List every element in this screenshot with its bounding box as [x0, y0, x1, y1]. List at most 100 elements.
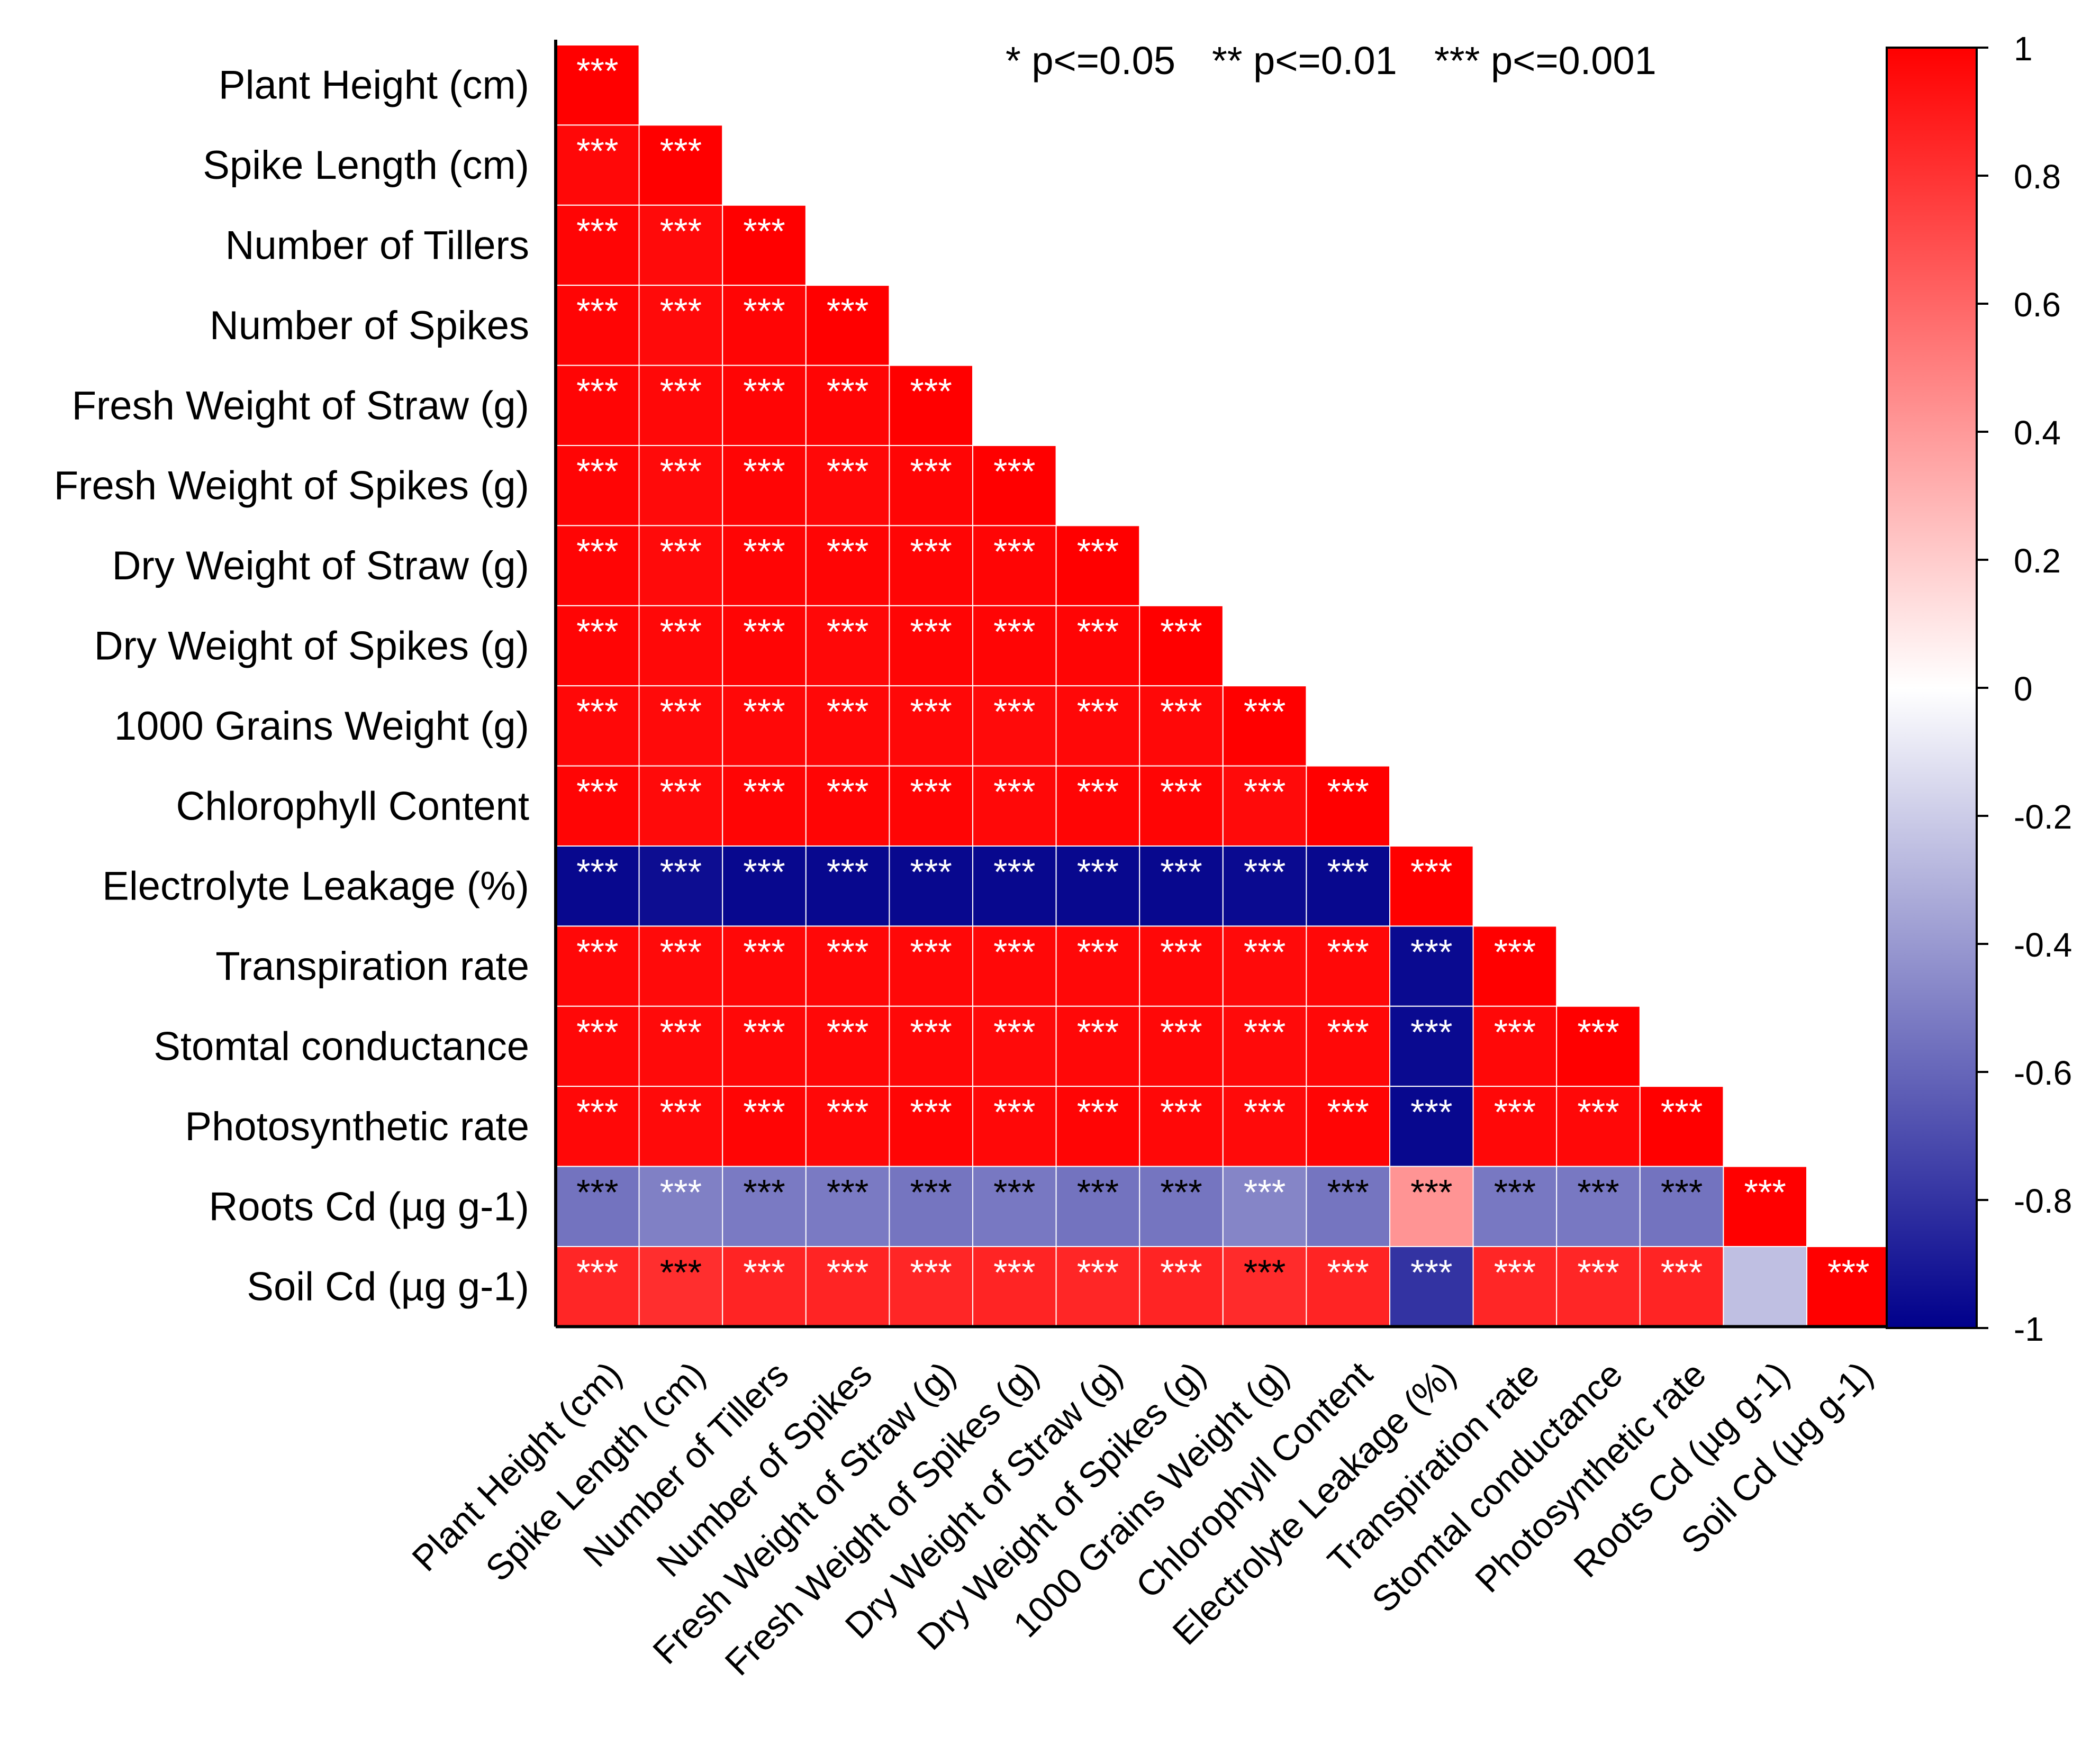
significance-mark: ***	[1410, 1252, 1452, 1293]
significance-mark: ***	[1160, 612, 1202, 652]
heatmap-cell	[722, 765, 807, 847]
heatmap-cell	[1139, 765, 1224, 847]
significance-mark: ***	[993, 451, 1035, 492]
significance-mark: ***	[660, 211, 702, 251]
significance-mark: ***	[660, 932, 702, 972]
significance-mark: ***	[1077, 1092, 1119, 1132]
significance-mark: ***	[660, 1172, 702, 1213]
significance-mark: ***	[576, 852, 618, 892]
significance-mark: ***	[1244, 932, 1286, 972]
heatmap-cell	[555, 605, 640, 687]
heatmap-cells	[555, 44, 1891, 1327]
heatmap-cell	[805, 445, 890, 526]
heatmap-cell	[889, 445, 974, 526]
y-tick-label: Fresh Weight of Straw (g)	[72, 383, 529, 428]
significance-mark: ***	[660, 131, 702, 171]
heatmap-cell	[805, 365, 890, 446]
y-tick-label: Electrolyte Leakage (%)	[102, 864, 529, 909]
significance-mark: ***	[1077, 1012, 1119, 1052]
colorbar-tick-label: -0.4	[2014, 926, 2072, 964]
heatmap-cell	[555, 1005, 640, 1087]
significance-mark: ***	[993, 852, 1035, 892]
x-axis-labels: Plant Height (cm)Spike Length (cm)Number…	[404, 1354, 1880, 1683]
significance-mark: ***	[576, 51, 618, 91]
heatmap-cell	[555, 1086, 640, 1167]
heatmap-cell	[722, 1246, 807, 1327]
colorbar-gradient	[1886, 47, 1978, 1329]
significance-mark: ***	[1494, 1092, 1536, 1132]
significance-mark: ***	[827, 1012, 868, 1052]
heatmap-cell	[1389, 1086, 1474, 1167]
heatmap-cell	[1222, 1005, 1307, 1087]
significance-mark: ***	[660, 612, 702, 652]
significance-mark: ***	[1160, 1012, 1202, 1052]
significance-mark: ***	[743, 451, 785, 492]
heatmap-cell	[722, 1005, 807, 1087]
heatmap-cell	[805, 1246, 890, 1327]
heatmap-cell	[972, 685, 1057, 767]
heatmap-cell	[805, 845, 890, 927]
significance-mark: ***	[910, 371, 952, 412]
heatmap-cell	[1222, 925, 1307, 1007]
y-tick-label: Soil Cd (µg g-1)	[247, 1265, 529, 1310]
heatmap-cell	[722, 685, 807, 767]
significance-mark: ***	[1577, 1012, 1619, 1052]
heatmap-cell	[1723, 1246, 1807, 1327]
heatmap-cell	[1222, 1086, 1307, 1167]
heatmap-cell	[638, 1246, 723, 1327]
significance-mark: ***	[576, 1092, 618, 1132]
significance-mark: ***	[743, 1172, 785, 1213]
heatmap-cell	[1389, 845, 1474, 927]
significance-mark: ***	[1327, 1172, 1369, 1213]
heatmap-cell	[1556, 1086, 1641, 1167]
heatmap-cell	[555, 765, 640, 847]
heatmap-cell	[722, 204, 807, 286]
y-axis-labels: Plant Height (cm) Spike Length (cm) Number…	[54, 63, 529, 1310]
colorbar-tick-label: 0.4	[2014, 414, 2061, 452]
significance-mark: ***	[993, 1092, 1035, 1132]
heatmap-cell	[972, 925, 1057, 1007]
heatmap-cell	[1639, 1166, 1724, 1248]
significance-mark: ***	[660, 1092, 702, 1132]
y-tick-label: Spike Length (cm)	[203, 143, 529, 188]
significance-mark: ***	[1077, 932, 1119, 972]
heatmap-cell	[722, 1166, 807, 1248]
significance-mark: ***	[660, 1012, 702, 1052]
heatmap-cell	[1222, 765, 1307, 847]
y-tick-label: Transpiration rate	[215, 944, 529, 989]
significance-mark: ***	[1410, 932, 1452, 972]
heatmap-cell	[1472, 925, 1558, 1007]
heatmap-cell	[1055, 605, 1140, 687]
heatmap-cell	[972, 1086, 1057, 1167]
significance-mark: ***	[993, 531, 1035, 571]
heatmap-cell	[805, 285, 890, 366]
significance-mark: ***	[660, 531, 702, 571]
significance-mark: ***	[1661, 1172, 1703, 1213]
legend-p05: * p<=0.05	[1006, 39, 1175, 83]
heatmap-cell	[722, 925, 807, 1007]
y-tick-label: 1000 Grains Weight (g)	[114, 704, 529, 749]
significance-mark: ***	[743, 772, 785, 812]
significance-mark: ***	[910, 852, 952, 892]
significance-mark: ***	[660, 1252, 702, 1293]
heatmap-cell	[1556, 1166, 1641, 1248]
y-tick-label: Plant Height (cm)	[219, 63, 529, 108]
heatmap-cell	[1723, 1166, 1807, 1248]
y-tick-label: Fresh Weight of Spikes (g)	[54, 463, 529, 508]
heatmap-cell	[1222, 845, 1307, 927]
significance-mark: ***	[827, 1172, 868, 1213]
heatmap-cell	[889, 1086, 974, 1167]
significance-mark: ***	[910, 1172, 952, 1213]
significance-mark: ***	[1160, 772, 1202, 812]
heatmap-cell	[1055, 1086, 1140, 1167]
heatmap-cell	[555, 925, 640, 1007]
significance-mark: ***	[576, 131, 618, 171]
significance-mark: ***	[993, 1172, 1035, 1213]
heatmap-cell	[638, 765, 723, 847]
colorbar-tick-label: 0.6	[2014, 286, 2061, 324]
y-tick-label: Number of Tillers	[225, 223, 529, 268]
heatmap-cell	[722, 1086, 807, 1167]
heatmap-cell	[722, 605, 807, 687]
significance-mark: ***	[1244, 1252, 1286, 1293]
